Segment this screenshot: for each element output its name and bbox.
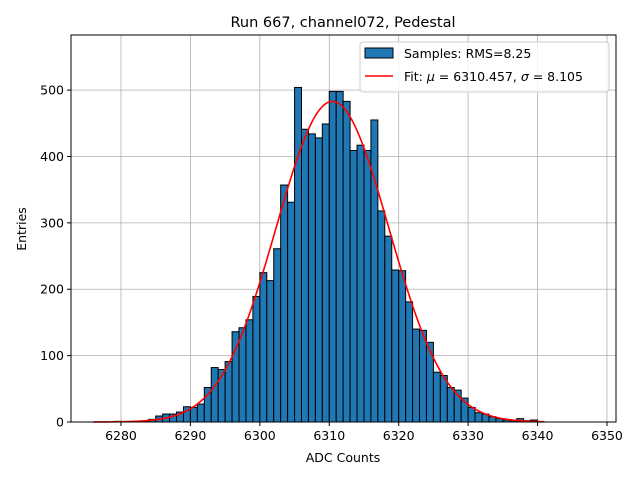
legend: Samples: RMS=8.25 Fit: μ = 6310.457, σ =… <box>359 41 610 93</box>
histogram-bar <box>349 150 358 423</box>
y-tick-label: 500 <box>40 83 64 98</box>
histogram-bar <box>238 327 247 423</box>
chart-title: Run 667, channel072, Pedestal <box>230 15 455 31</box>
histogram-bar <box>314 137 323 423</box>
y-tick-label: 400 <box>40 149 64 164</box>
y-tick-label: 0 <box>56 415 64 430</box>
y-axis-ticks: 0 100 200 300 400 500 <box>40 83 71 430</box>
histogram-bar <box>189 406 198 423</box>
histogram-bar <box>377 210 386 423</box>
histogram-bar <box>280 184 289 423</box>
histogram-bars <box>113 86 539 423</box>
histogram-bar <box>363 150 372 423</box>
histogram-bar <box>321 123 330 423</box>
fit-curve <box>93 100 545 423</box>
histogram-bar <box>266 280 275 423</box>
histogram-bar <box>273 248 282 423</box>
x-tick-label: 6280 <box>105 428 137 443</box>
histogram-bar <box>196 403 205 423</box>
histogram-bar <box>328 90 337 423</box>
x-tick-label: 6320 <box>383 428 415 443</box>
x-tick-label: 6340 <box>522 428 554 443</box>
histogram-bar <box>412 328 421 423</box>
histogram-bar <box>287 201 296 423</box>
histogram-bar <box>474 412 483 423</box>
y-tick-label: 100 <box>40 348 64 363</box>
histogram-bar <box>224 361 233 423</box>
x-axis-label: ADC Counts <box>306 450 381 465</box>
histogram-bar <box>210 367 219 423</box>
histogram-bar <box>300 128 309 423</box>
histogram-bar <box>446 386 455 423</box>
plot-frame <box>70 34 617 423</box>
histogram-bar <box>370 119 379 423</box>
legend-label-samples: Samples: RMS=8.25 <box>404 46 531 61</box>
histogram-bar <box>432 371 441 423</box>
histogram-bar <box>391 269 400 423</box>
histogram-bar <box>467 406 476 423</box>
legend-label-fit: Fit: μ = 6310.457, σ = 8.105 <box>404 69 583 84</box>
histogram-bar <box>398 270 407 423</box>
y-axis-label: Entries <box>14 207 29 251</box>
histogram-bar <box>419 329 427 423</box>
histogram-bar <box>245 319 254 423</box>
histogram-bar <box>356 144 365 423</box>
x-tick-label: 6330 <box>452 428 484 443</box>
histogram-bar <box>439 375 448 423</box>
x-axis-ticks: 6280 6290 6300 6310 6320 6330 6340 6350 <box>105 422 623 443</box>
histogram-bar <box>307 133 316 423</box>
histogram-bar <box>259 272 268 423</box>
y-tick-label: 200 <box>40 282 64 297</box>
histogram-bar <box>342 100 351 423</box>
histogram-bar <box>252 296 261 423</box>
x-tick-label: 6290 <box>175 428 207 443</box>
x-tick-label: 6350 <box>591 428 623 443</box>
histogram-bar <box>384 235 393 423</box>
histogram-bar <box>335 90 344 423</box>
histogram-bar <box>294 86 302 423</box>
histogram-bar <box>217 369 226 423</box>
y-tick-label: 300 <box>40 215 64 230</box>
x-tick-label: 6310 <box>313 428 345 443</box>
x-tick-label: 6300 <box>244 428 276 443</box>
legend-box <box>359 41 610 93</box>
legend-swatch-samples <box>364 47 394 59</box>
histogram-bar <box>405 301 414 423</box>
